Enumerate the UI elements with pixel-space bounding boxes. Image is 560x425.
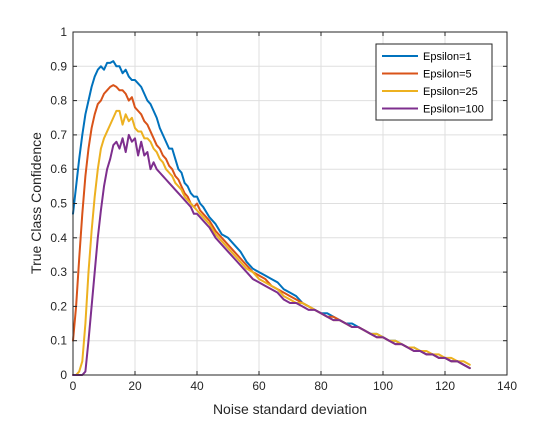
x-axis-label: Noise standard deviation (213, 401, 367, 417)
y-tick-label: 0.9 (50, 59, 67, 73)
y-tick-label: 0.2 (50, 299, 67, 313)
legend: Epsilon=1 Epsilon=5 Epsilon=25 Epsilon=100 (375, 43, 493, 121)
legend-label-4: Epsilon=100 (423, 104, 484, 116)
x-tick-label: 40 (190, 379, 204, 393)
y-tick-label: 0.4 (50, 231, 67, 245)
y-tick-label: 0.1 (50, 334, 67, 348)
y-tick-label: 0.5 (50, 197, 67, 211)
x-tick-label: 20 (128, 379, 142, 393)
y-tick-label: 0.3 (50, 265, 67, 279)
y-tick-label: 0.7 (50, 128, 67, 142)
legend-label-3: Epsilon=25 (423, 86, 478, 98)
legend-label-2: Epsilon=5 (423, 69, 472, 81)
axis-ticks: 0 20 40 60 80 100 120 140 0 0.1 0.2 0.3 0.4 0.5 0.6 0.7… (50, 25, 517, 393)
x-tick-label: 140 (497, 379, 517, 393)
series-line-4 (72, 133, 471, 376)
series-lines (72, 60, 471, 376)
x-tick-label: 80 (314, 379, 328, 393)
y-axis-label: True Class Confidence (28, 132, 44, 274)
x-tick-label: 60 (252, 379, 266, 393)
y-tick-label: 0 (60, 368, 67, 382)
x-tick-label: 100 (373, 379, 393, 393)
x-tick-label: 0 (70, 379, 77, 393)
legend-label-1: Epsilon=1 (423, 51, 472, 63)
y-tick-label: 1 (60, 25, 67, 39)
y-tick-label: 0.8 (50, 94, 67, 108)
y-tick-label: 0.6 (50, 162, 67, 176)
x-tick-label: 120 (435, 379, 455, 393)
